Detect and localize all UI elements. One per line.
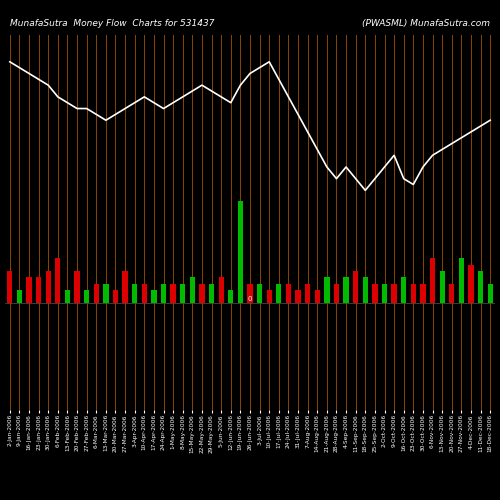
Bar (324, 278, 330, 303)
Bar (314, 290, 320, 303)
Bar (132, 284, 138, 303)
Bar (238, 201, 243, 303)
Bar (440, 271, 445, 303)
Bar (218, 278, 224, 303)
Bar (420, 284, 426, 303)
Bar (46, 271, 51, 303)
Bar (26, 278, 32, 303)
Bar (410, 284, 416, 303)
Bar (65, 290, 70, 303)
Bar (55, 258, 60, 303)
Bar (286, 284, 291, 303)
Bar (372, 284, 378, 303)
Bar (7, 271, 12, 303)
Bar (478, 271, 483, 303)
Bar (17, 290, 22, 303)
Bar (161, 284, 166, 303)
Bar (94, 284, 99, 303)
Bar (296, 290, 300, 303)
Bar (382, 284, 387, 303)
Bar (449, 284, 454, 303)
Bar (170, 284, 176, 303)
Bar (36, 278, 42, 303)
Bar (488, 284, 493, 303)
Bar (113, 290, 118, 303)
Text: 0: 0 (248, 296, 252, 302)
Bar (276, 284, 281, 303)
Text: (PWASML) MunafaSutra.com: (PWASML) MunafaSutra.com (362, 19, 490, 28)
Bar (74, 271, 80, 303)
Bar (344, 278, 348, 303)
Bar (84, 290, 89, 303)
Bar (362, 278, 368, 303)
Bar (209, 284, 214, 303)
Bar (122, 271, 128, 303)
Bar (190, 278, 195, 303)
Bar (430, 258, 435, 303)
Bar (142, 284, 147, 303)
Bar (458, 258, 464, 303)
Bar (257, 284, 262, 303)
Bar (353, 271, 358, 303)
Bar (334, 284, 339, 303)
Bar (248, 284, 252, 303)
Bar (305, 284, 310, 303)
Bar (103, 284, 108, 303)
Bar (152, 290, 156, 303)
Bar (200, 284, 204, 303)
Bar (266, 290, 272, 303)
Bar (392, 284, 397, 303)
Bar (180, 284, 186, 303)
Text: MunafaSutra  Money Flow  Charts for 531437: MunafaSutra Money Flow Charts for 531437 (10, 19, 214, 28)
Bar (401, 278, 406, 303)
Bar (468, 264, 473, 303)
Bar (228, 290, 234, 303)
